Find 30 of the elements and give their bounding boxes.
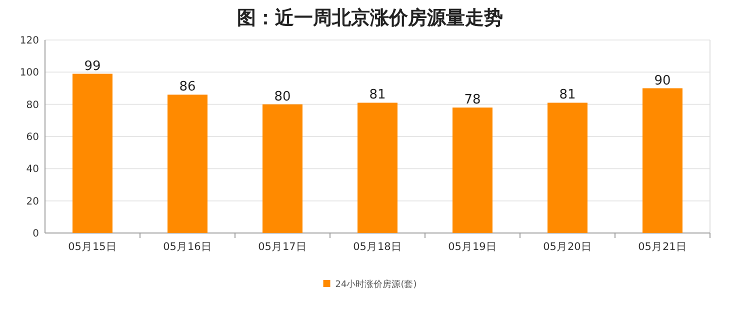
data-label: 90 [654, 73, 671, 88]
bar [642, 88, 682, 233]
y-tick-label: 60 [26, 132, 39, 143]
y-tick-label: 0 [32, 228, 39, 240]
x-tick-label: 05月18日 [353, 241, 402, 253]
x-tick-label: 05月17日 [258, 241, 307, 253]
bar [452, 108, 492, 233]
bar [358, 102, 398, 233]
x-tick-label: 05月19日 [448, 241, 497, 253]
bar [262, 104, 302, 233]
y-tick-label: 120 [20, 36, 39, 46]
data-label: 81 [559, 88, 576, 103]
bar [548, 102, 588, 233]
data-label: 78 [464, 92, 481, 108]
y-tick-label: 100 [20, 68, 39, 79]
legend-label: 24小时涨价房源(套) [335, 279, 417, 290]
data-label: 99 [84, 58, 101, 74]
y-tick-label: 40 [26, 164, 39, 176]
x-tick-label: 05月16日 [163, 241, 212, 253]
data-label: 80 [274, 89, 291, 104]
data-label: 86 [179, 80, 196, 95]
x-tick-label: 05月21日 [638, 241, 687, 253]
chart-title: 图：近一周北京涨价房源量走势 [237, 7, 503, 29]
data-label: 81 [369, 88, 386, 103]
x-tick-label: 05月15日 [68, 241, 117, 253]
y-tick-label: 80 [26, 100, 39, 111]
x-tick-label: 05月20日 [543, 241, 592, 253]
y-tick-label: 20 [26, 196, 39, 208]
bar [72, 74, 112, 233]
bar [168, 94, 208, 233]
